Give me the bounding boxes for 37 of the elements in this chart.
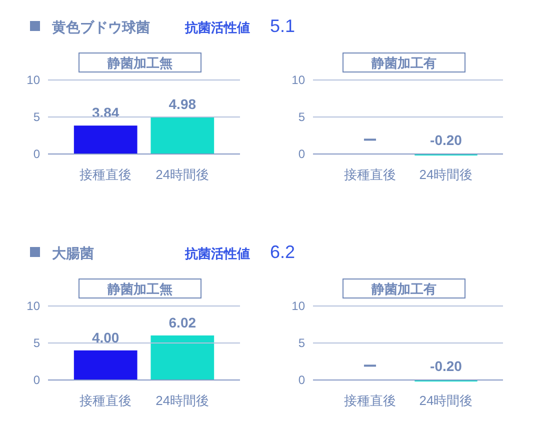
data-label: 6.02	[168, 314, 196, 330]
x-tick-label: 接種直後	[80, 167, 132, 182]
y-tick-label: 5	[298, 110, 306, 124]
y-tick-label: 0	[298, 147, 306, 161]
text: 5.1	[270, 16, 296, 36]
x-tick-label: 接種直後	[80, 393, 132, 408]
text: 6.2	[270, 242, 296, 262]
x-tick-label: 24時間後	[419, 393, 473, 408]
y-tick-label: 5	[33, 336, 40, 350]
text: 大腸菌	[52, 245, 94, 261]
x-tick-label: 24時間後	[156, 393, 210, 408]
y-tick-label: 10	[292, 73, 306, 87]
chart-title: 静菌加工無	[106, 282, 172, 296]
y-tick-label: 0	[298, 373, 306, 387]
x-tick-label: 24時間後	[156, 167, 210, 182]
y-tick-label: 5	[298, 336, 306, 350]
data-label: 4.98	[168, 96, 196, 112]
y-tick-label: 5	[33, 110, 40, 124]
chart-title: 静菌加工有	[370, 56, 436, 70]
chart-title: 静菌加工有	[370, 282, 436, 296]
data-label: -0.20	[430, 358, 462, 374]
y-tick-label: 0	[33, 147, 40, 161]
text: ー	[363, 132, 377, 148]
y-tick-label: 0	[33, 373, 40, 387]
text: 抗菌活性値	[184, 246, 250, 261]
x-tick-label: 接種直後	[344, 167, 396, 182]
text: ー	[363, 358, 377, 374]
y-tick-label: 10	[26, 299, 40, 313]
x-tick-label: 接種直後	[344, 393, 396, 408]
text: 黄色ブドウ球菌	[51, 19, 150, 35]
chart-title: 静菌加工無	[106, 56, 172, 70]
data-label: -0.20	[430, 132, 462, 148]
x-tick-label: 24時間後	[419, 167, 473, 182]
y-tick-label: 10	[26, 73, 40, 87]
y-tick-label: 10	[292, 299, 306, 313]
text: 抗菌活性値	[184, 20, 250, 35]
data-label: 4.00	[92, 329, 120, 346]
